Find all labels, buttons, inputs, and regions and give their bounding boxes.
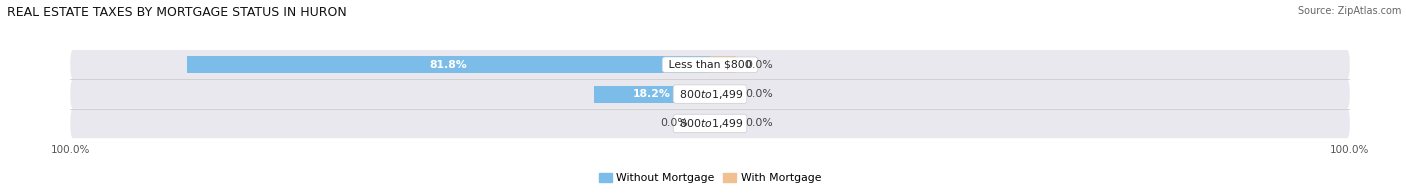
Text: $800 to $1,499: $800 to $1,499: [676, 88, 744, 101]
Text: Less than $800: Less than $800: [665, 60, 755, 70]
FancyBboxPatch shape: [70, 50, 1350, 79]
Legend: Without Mortgage, With Mortgage: Without Mortgage, With Mortgage: [595, 169, 825, 187]
Text: 81.8%: 81.8%: [429, 60, 467, 70]
Bar: [187, 56, 710, 73]
Text: REAL ESTATE TAXES BY MORTGAGE STATUS IN HURON: REAL ESTATE TAXES BY MORTGAGE STATUS IN …: [7, 6, 347, 19]
Text: 18.2%: 18.2%: [633, 89, 671, 99]
Bar: [710, 115, 735, 132]
FancyBboxPatch shape: [70, 109, 1350, 138]
Text: 0.0%: 0.0%: [659, 118, 688, 129]
Bar: [710, 56, 735, 73]
Bar: [710, 85, 735, 103]
Text: Source: ZipAtlas.com: Source: ZipAtlas.com: [1298, 6, 1402, 16]
Text: 0.0%: 0.0%: [745, 118, 773, 129]
Text: 0.0%: 0.0%: [745, 89, 773, 99]
Bar: [593, 85, 710, 103]
Text: $800 to $1,499: $800 to $1,499: [676, 117, 744, 130]
Text: 0.0%: 0.0%: [745, 60, 773, 70]
FancyBboxPatch shape: [70, 79, 1350, 109]
Bar: [707, 115, 710, 132]
